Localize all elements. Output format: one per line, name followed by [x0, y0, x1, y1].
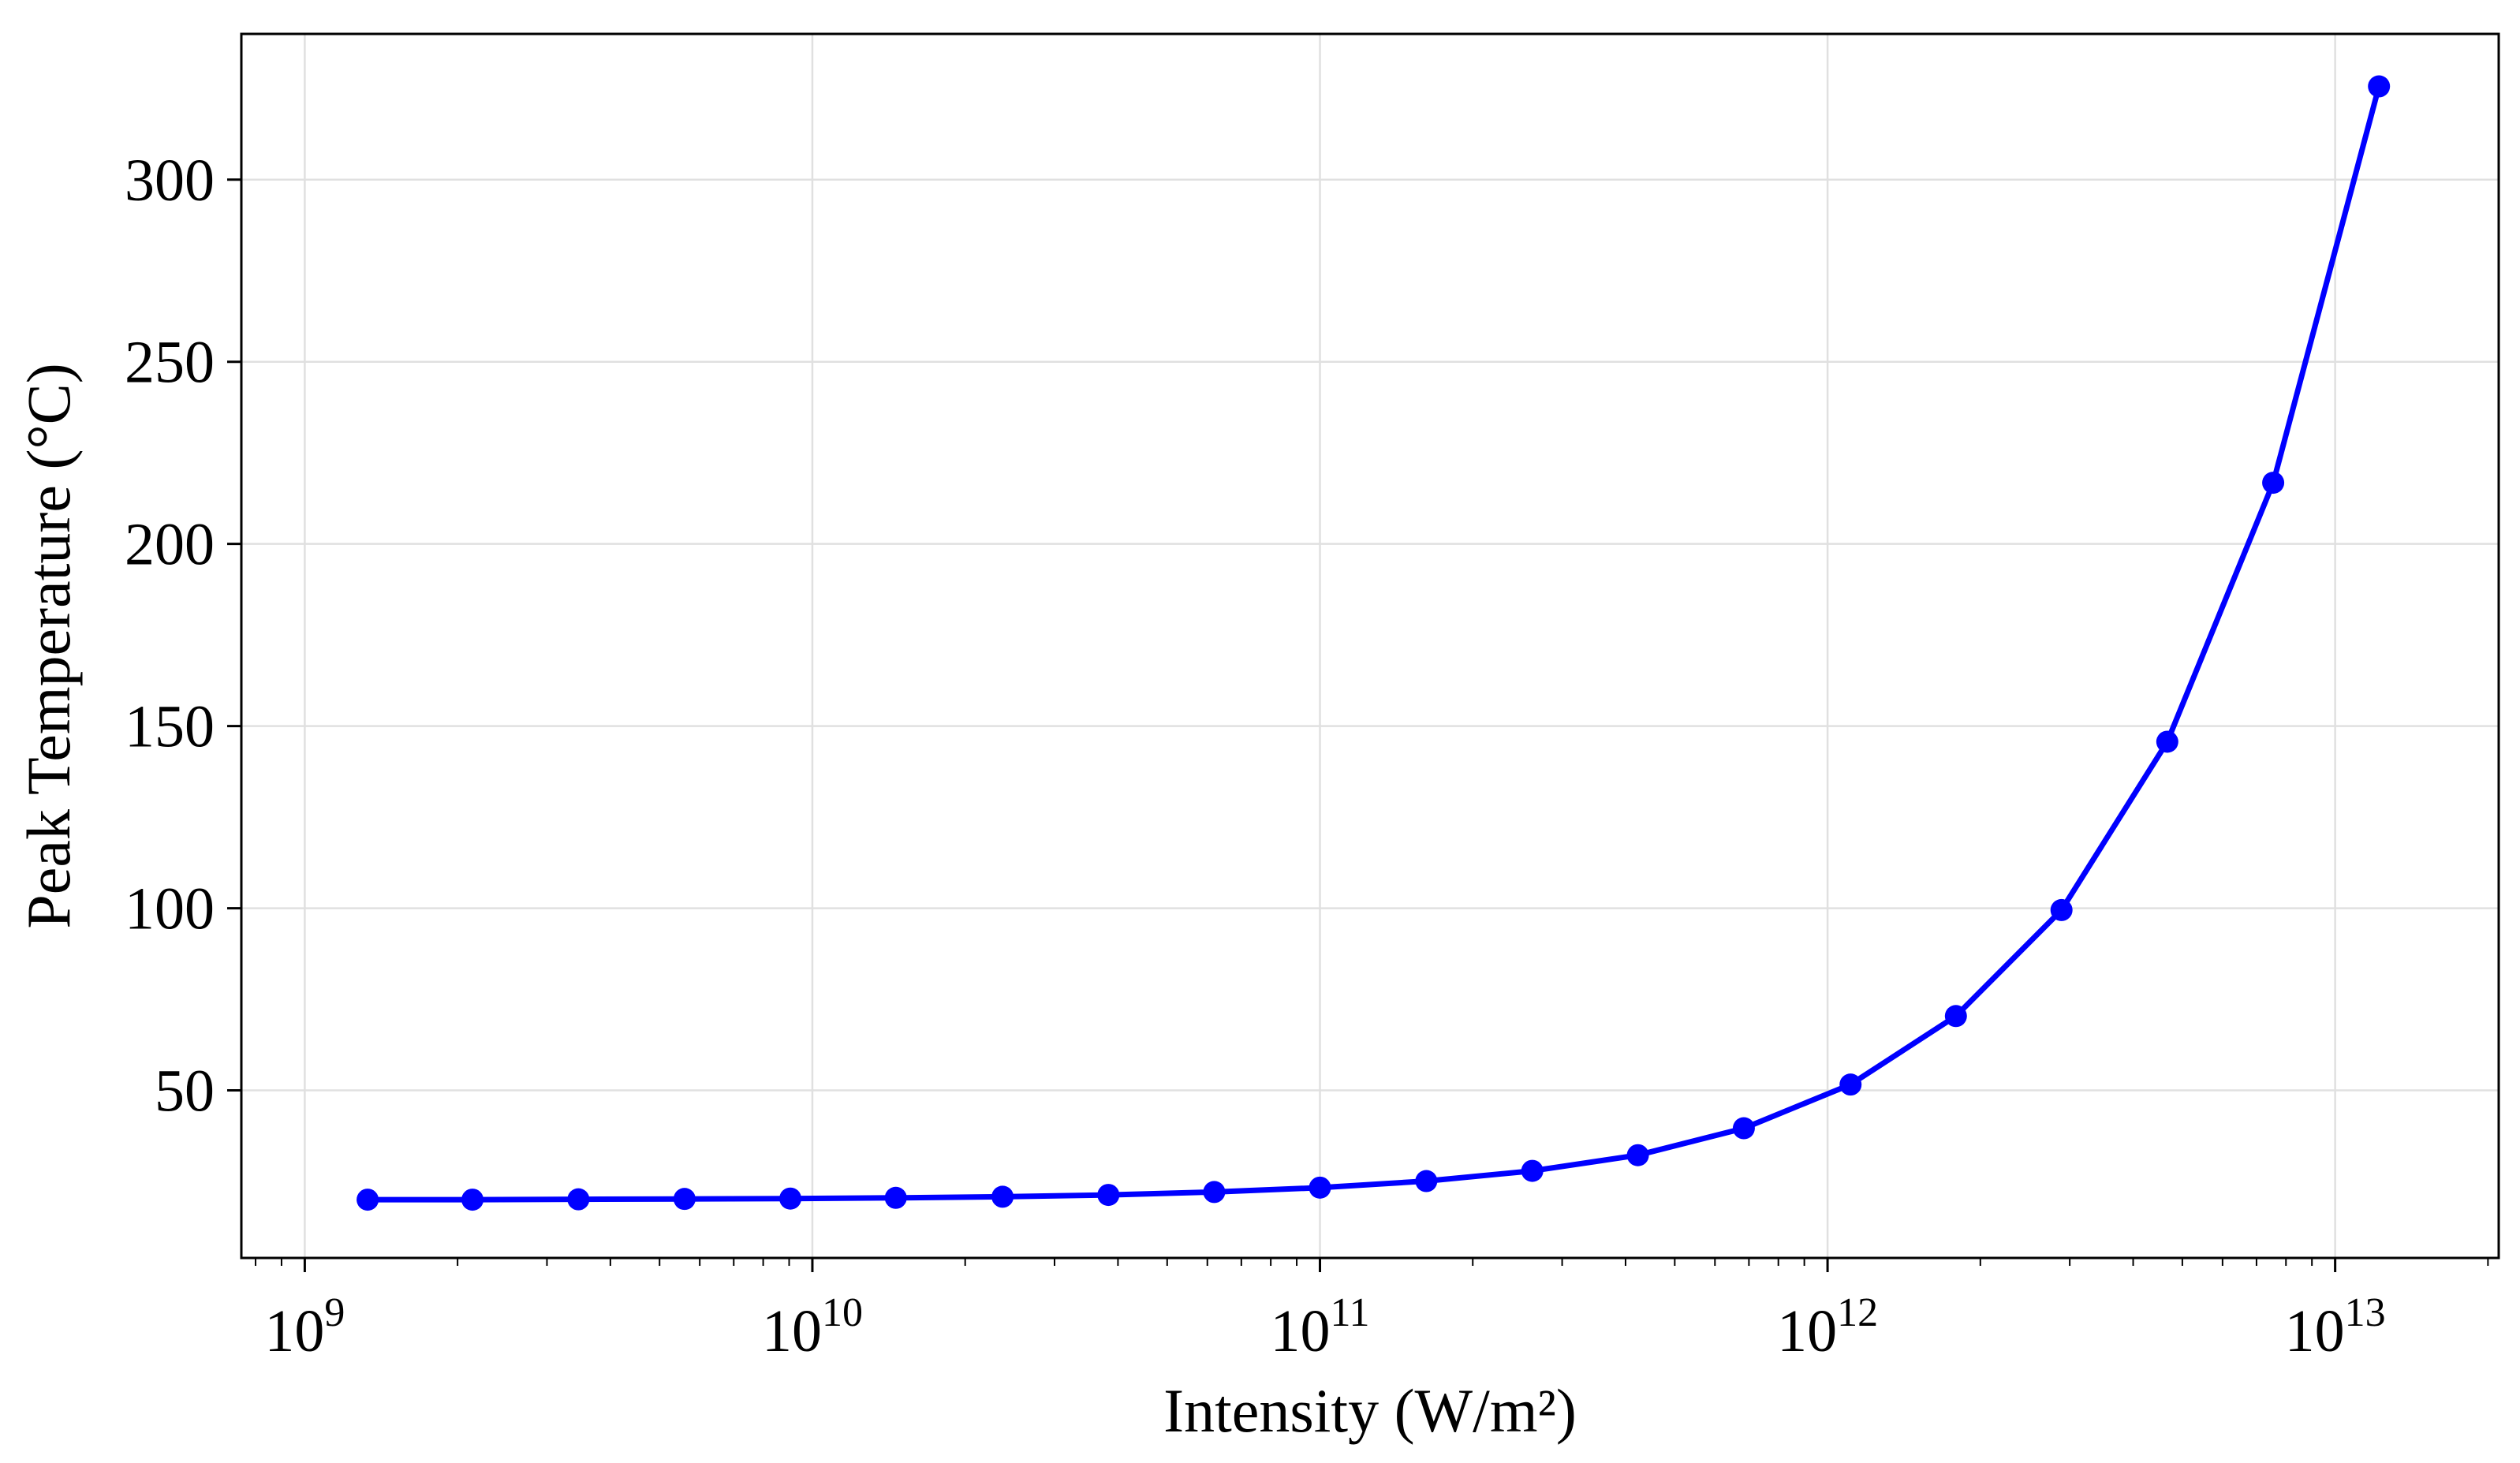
series-line [368, 85, 2382, 1203]
data-point [357, 1189, 379, 1211]
data-point [1415, 1170, 1438, 1192]
y-tick-label: 100 [125, 876, 215, 942]
y-tick-label: 200 [125, 512, 215, 578]
x-tick-exponent: 10 [822, 1290, 863, 1335]
data-point [1309, 1176, 1331, 1199]
data-point [991, 1185, 1014, 1208]
x-tick-base: 10 [762, 1298, 822, 1364]
data-point [779, 1187, 802, 1210]
data-point [461, 1189, 484, 1211]
data-point [1097, 1184, 1120, 1207]
x-tick-base: 10 [1777, 1298, 1837, 1364]
data-point [567, 1188, 590, 1211]
x-tick-base: 10 [1270, 1298, 1330, 1364]
data-point [2050, 898, 2073, 921]
grid-lines [241, 34, 2499, 1258]
data-point [2156, 730, 2178, 753]
y-axis-label: Peak Temperature (°C) [14, 363, 83, 928]
x-tick-exponent: 11 [1330, 1290, 1369, 1335]
x-tick-label: 1013 [2285, 1290, 2386, 1364]
data-point [884, 1186, 907, 1209]
x-tick-label: 1012 [1777, 1290, 1878, 1364]
x-tick-exponent: 9 [324, 1290, 345, 1335]
data-point [1626, 1144, 1649, 1166]
plot-frame [240, 32, 2500, 1260]
data-point [1732, 1117, 1755, 1140]
x-tick-exponent: 12 [1837, 1290, 1878, 1335]
x-tick-label: 109 [264, 1290, 345, 1364]
major-ticks [227, 178, 2337, 1272]
data-point [2262, 472, 2285, 495]
data-point [1839, 1073, 1862, 1096]
y-tick-label: 300 [125, 147, 215, 214]
y-tick-label: 150 [125, 694, 215, 760]
y-tick-label: 250 [125, 330, 215, 396]
y-tick-label: 50 [155, 1058, 215, 1125]
x-tick-label: 1010 [762, 1290, 863, 1364]
x-tick-exponent: 13 [2345, 1290, 2386, 1335]
data-point [2368, 75, 2391, 98]
x-tick-label: 1011 [1270, 1290, 1369, 1364]
x-axis-label: Intensity (W/m²) [1163, 1376, 1577, 1445]
minor-ticks [255, 1258, 2489, 1266]
series-layer [357, 75, 2391, 1211]
x-tick-base: 10 [2285, 1298, 2345, 1364]
data-point [1944, 1005, 1967, 1028]
data-point [1521, 1159, 1544, 1182]
data-point [1203, 1181, 1226, 1204]
x-tick-base: 10 [264, 1298, 324, 1364]
data-point [673, 1188, 696, 1211]
